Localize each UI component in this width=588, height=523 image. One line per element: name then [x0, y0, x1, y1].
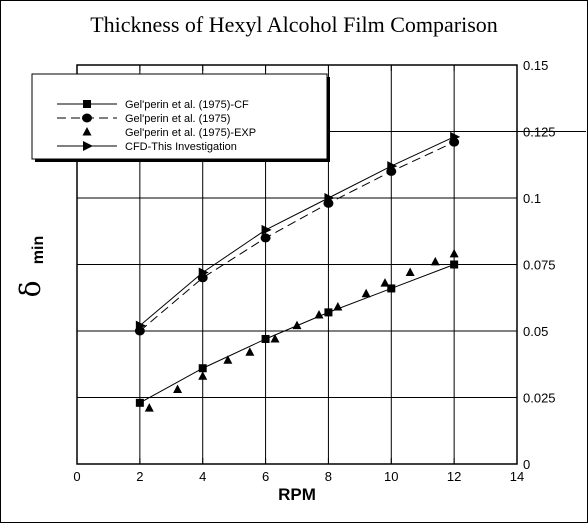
legend-box [31, 73, 328, 160]
data-point [135, 320, 146, 331]
legend-marker [83, 141, 93, 151]
data-point [450, 260, 459, 269]
data-point [270, 333, 280, 343]
x-tick-label: 0 [73, 469, 80, 484]
legend-marker [82, 127, 92, 136]
data-point [324, 193, 335, 203]
data-point [245, 347, 255, 356]
series-3 [144, 248, 459, 412]
data-point [387, 284, 396, 293]
data-point [450, 131, 461, 142]
legend-label: Gel'perin et al. (1975) [125, 113, 230, 125]
data-point [198, 371, 208, 380]
x-tick-label: 8 [325, 469, 332, 484]
y-tick-label: 0.075 [523, 258, 556, 273]
data-point [223, 355, 233, 364]
data-point [430, 256, 440, 266]
legend-label: Gel'perin et al. (1975)-CF [125, 99, 249, 111]
y-axis-symbol: δ [14, 281, 47, 298]
x-tick-label: 2 [136, 469, 143, 484]
x-tick-label: 4 [199, 469, 206, 484]
data-point [449, 248, 459, 258]
data-point [405, 267, 415, 276]
legend-label: CFD-This Investigation [125, 141, 237, 153]
legend-marker [83, 100, 91, 108]
data-point [135, 398, 144, 407]
data-point [173, 384, 183, 394]
x-axis-label: RPM [278, 485, 316, 504]
data-point [361, 288, 371, 298]
y-tick-label: 0.15 [523, 58, 548, 73]
data-point [380, 278, 390, 287]
chart-title: Thickness of Hexyl Alcohol Film Comparis… [90, 12, 498, 37]
y-tick-label: 0.025 [523, 391, 556, 406]
y-tick-label: 0.05 [523, 324, 548, 339]
data-point [333, 302, 343, 311]
data-point [314, 310, 324, 319]
x-tick-label: 6 [262, 469, 269, 484]
series-2 [134, 137, 460, 336]
data-point [260, 233, 271, 243]
series-4 [135, 131, 461, 331]
x-tick-label: 10 [384, 469, 398, 484]
legend-label: Gel'perin et al. (1975)-EXP [125, 127, 256, 139]
data-point [261, 334, 270, 343]
data-point [198, 267, 209, 278]
data-point [324, 308, 333, 317]
series-1 [135, 260, 459, 407]
data-point [198, 364, 207, 373]
y-tick-label: 0.125 [523, 125, 556, 140]
series-line [139, 136, 455, 327]
series-layer [134, 131, 461, 412]
data-point [292, 320, 302, 330]
series-line [139, 141, 455, 332]
legend-marker [82, 113, 92, 123]
y-tick-label: 0.1 [523, 191, 541, 206]
y-axis-subscript: min [30, 236, 47, 264]
y-axis-label: δ min [14, 236, 47, 298]
x-tick-label: 14 [510, 469, 524, 484]
y-tick-label: 0 [523, 457, 530, 472]
legend: Gel'perin et al. (1975)-CF Gel'perin et a… [31, 73, 330, 162]
x-tick-label: 12 [447, 469, 461, 484]
data-point [144, 403, 154, 412]
data-point [261, 224, 272, 235]
data-point [387, 161, 398, 172]
